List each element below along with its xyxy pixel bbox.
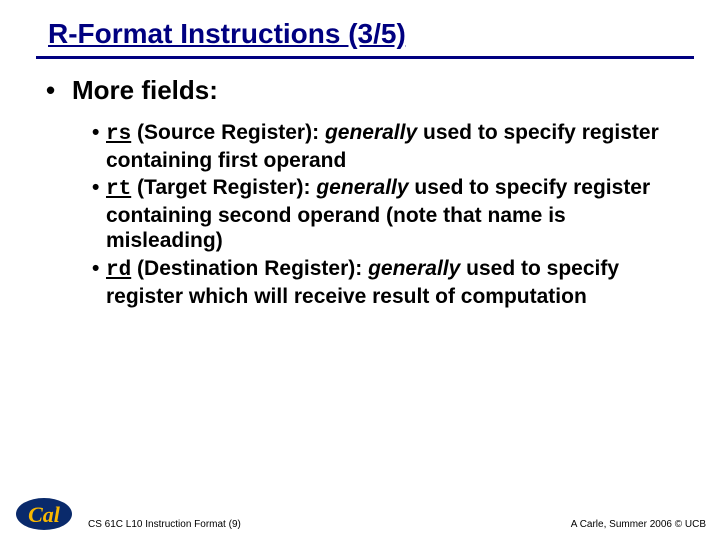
section-header-text: More fields: bbox=[72, 75, 218, 105]
register-label: (Destination Register): bbox=[131, 257, 368, 280]
register-code: rt bbox=[106, 178, 131, 201]
register-label: (Target Register): bbox=[131, 176, 316, 199]
bullet-list: • rs (Source Register): generally used t… bbox=[46, 120, 668, 309]
emphasis: generally bbox=[316, 176, 408, 199]
bullet-dot: • bbox=[92, 175, 99, 201]
emphasis: generally bbox=[325, 121, 417, 144]
slide-footer: CS 61C L10 Instruction Format (9) A Carl… bbox=[0, 519, 720, 530]
footer-right: A Carle, Summer 2006 © UCB bbox=[571, 519, 706, 530]
section-header: •More fields: bbox=[46, 75, 668, 106]
list-item: • rt (Target Register): generally used t… bbox=[92, 175, 668, 254]
bullet-dot: • bbox=[92, 120, 99, 146]
slide-title: R-Format Instructions (3/5) bbox=[48, 18, 406, 50]
list-item: • rd (Destination Register): generally u… bbox=[92, 256, 668, 309]
register-code: rs bbox=[106, 123, 131, 146]
register-label: (Source Register): bbox=[131, 121, 325, 144]
bullet-dot: • bbox=[46, 75, 72, 106]
footer-left: CS 61C L10 Instruction Format (9) bbox=[88, 519, 241, 530]
list-item: • rs (Source Register): generally used t… bbox=[92, 120, 668, 173]
register-code: rd bbox=[106, 259, 131, 282]
bullet-dot: • bbox=[92, 256, 99, 282]
emphasis: generally bbox=[368, 257, 460, 280]
